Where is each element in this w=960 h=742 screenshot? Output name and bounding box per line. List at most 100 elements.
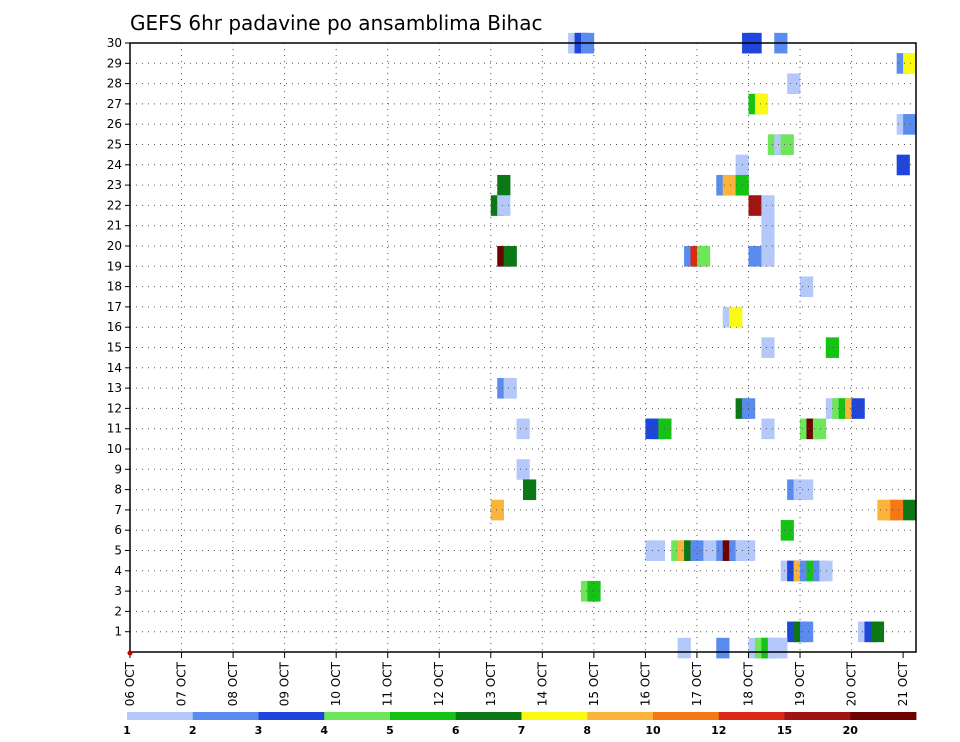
data-cell (696, 246, 711, 267)
y-tick-label: 8 (114, 483, 122, 497)
colorbar-segment (718, 712, 785, 720)
y-tick-label: 22 (107, 198, 122, 212)
data-cell (729, 306, 743, 328)
data-cell (774, 637, 788, 659)
data-cell (677, 637, 691, 659)
axis-origin-marker (127, 650, 133, 656)
x-tick-label: 15 OCT (587, 661, 601, 706)
data-cell (761, 195, 775, 216)
y-tick-label: 17 (107, 300, 122, 314)
y-tick-label: 14 (107, 361, 122, 375)
data-cell (516, 418, 530, 440)
data-cell (903, 53, 917, 74)
x-tick-label: 09 OCT (278, 661, 292, 706)
data-cell (703, 540, 717, 561)
x-axis: 06 OCT 07 OCT 08 OCT 09 OCT 10 OCT 11 OCT 12 O… (123, 650, 910, 706)
colorbar-label: 7 (518, 724, 526, 737)
y-tick-label: 11 (107, 422, 122, 436)
y-tick-label: 15 (107, 341, 122, 355)
colorbar-segment (455, 712, 522, 720)
data-cell (903, 499, 917, 521)
colorbar-label: 8 (583, 724, 591, 737)
data-cell (761, 215, 775, 237)
x-tick-label: 14 OCT (535, 661, 549, 706)
colorbar-segment (587, 712, 654, 720)
data-cell (761, 246, 775, 267)
colorbar-segment (850, 712, 917, 720)
y-tick-label: 29 (107, 56, 122, 70)
colorbar-label: 4 (320, 724, 328, 737)
colorbar-segment (192, 712, 259, 720)
data-cell (851, 398, 865, 419)
colorbar-segment (784, 712, 851, 720)
data-cell (800, 479, 814, 501)
y-tick-label: 7 (114, 503, 122, 517)
x-tick-label: 13 OCT (484, 661, 498, 706)
x-tick-label: 20 OCT (845, 661, 859, 706)
data-cell (497, 195, 511, 216)
y-tick-label: 3 (114, 584, 122, 598)
y-tick-label: 27 (107, 97, 122, 111)
colorbar-label: 10 (645, 724, 661, 737)
data-cell (903, 114, 917, 135)
y-tick-label: 28 (107, 77, 122, 91)
y-tick-label: 6 (114, 523, 122, 537)
colorbar-segment (258, 712, 325, 720)
y-tick-label: 16 (107, 320, 122, 334)
data-cell (780, 134, 794, 155)
y-tick-label: 2 (114, 604, 122, 618)
colorbar-label: 5 (386, 724, 394, 737)
x-tick-label: 07 OCT (175, 661, 189, 706)
y-tick-label: 26 (107, 117, 122, 131)
y-tick-label: 25 (107, 138, 122, 152)
y-tick-label: 1 (114, 625, 122, 639)
data-cell (761, 418, 775, 440)
y-tick-label: 23 (107, 178, 122, 192)
data-cell (780, 520, 794, 541)
data-cell (490, 499, 504, 521)
data-cell (690, 540, 704, 561)
y-tick-label: 9 (114, 462, 122, 476)
y-tick-label: 13 (107, 381, 122, 395)
y-tick-label: 30 (107, 36, 122, 50)
data-cell (800, 276, 814, 298)
x-tick-label: 19 OCT (793, 661, 807, 706)
y-axis: 1234567891011121314151617181920212223242… (107, 36, 130, 639)
colorbar-label: 6 (452, 724, 460, 737)
colorbar-segment (324, 712, 391, 720)
y-tick-label: 21 (107, 219, 122, 233)
colorbar-segment (390, 712, 457, 720)
data-cell (587, 580, 601, 602)
data-cell (896, 154, 910, 176)
data-cell (748, 246, 762, 267)
data-cell (761, 337, 775, 358)
colorbar-segment (521, 712, 588, 720)
data-cell (503, 377, 517, 399)
x-tick-label: 11 OCT (381, 661, 395, 706)
x-tick-label: 12 OCT (432, 661, 446, 706)
x-tick-label: 18 OCT (741, 661, 755, 706)
colorbar-label: 1 (123, 724, 131, 737)
data-cell (787, 73, 801, 95)
y-tick-label: 5 (114, 544, 122, 558)
y-tick-label: 4 (114, 564, 122, 578)
y-tick-label: 10 (107, 442, 122, 456)
x-tick-label: 10 OCT (329, 661, 343, 706)
x-tick-label: 21 OCT (896, 661, 910, 706)
x-tick-label: 17 OCT (690, 661, 704, 706)
y-tick-label: 12 (107, 401, 122, 415)
y-tick-label: 20 (107, 239, 122, 253)
data-cell (523, 479, 537, 501)
data-cell (516, 459, 530, 480)
colorbar-label: 20 (843, 724, 859, 737)
colorbar-label: 3 (255, 724, 263, 737)
grid-layer (130, 43, 916, 652)
data-cell (890, 499, 904, 521)
colorbar-label: 15 (777, 724, 792, 737)
colorbar-label: 2 (189, 724, 197, 737)
x-tick-label: 08 OCT (226, 661, 240, 706)
cells-layer (490, 32, 917, 659)
x-tick-label: 16 OCT (638, 661, 652, 706)
data-cell (819, 560, 833, 582)
